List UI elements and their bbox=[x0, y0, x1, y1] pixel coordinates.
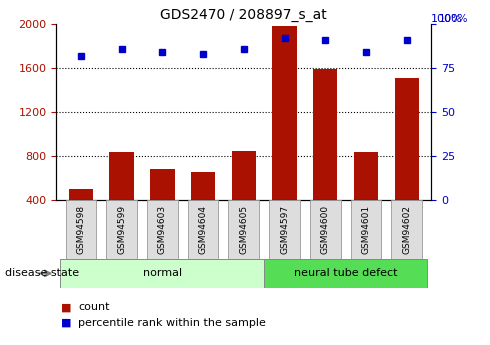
Bar bbox=[351, 200, 381, 259]
Text: 100%: 100% bbox=[439, 14, 468, 24]
Bar bbox=[147, 200, 177, 259]
Bar bbox=[264, 259, 427, 288]
Text: GSM94602: GSM94602 bbox=[402, 205, 411, 254]
Bar bbox=[69, 189, 93, 200]
Text: normal: normal bbox=[143, 268, 182, 278]
Text: GSM94605: GSM94605 bbox=[239, 205, 248, 254]
Text: disease state: disease state bbox=[5, 268, 79, 278]
Bar bbox=[228, 200, 259, 259]
Bar bbox=[188, 200, 219, 259]
Text: percentile rank within the sample: percentile rank within the sample bbox=[78, 318, 266, 328]
Text: GSM94601: GSM94601 bbox=[362, 205, 370, 254]
Bar bbox=[272, 26, 297, 200]
Bar bbox=[310, 200, 341, 259]
Bar bbox=[60, 259, 264, 288]
Text: GSM94597: GSM94597 bbox=[280, 205, 289, 254]
Bar bbox=[232, 151, 256, 200]
Text: GSM94598: GSM94598 bbox=[76, 205, 85, 254]
Bar bbox=[109, 152, 134, 200]
Text: ■: ■ bbox=[61, 303, 72, 313]
Text: GSM94599: GSM94599 bbox=[117, 205, 126, 254]
Title: GDS2470 / 208897_s_at: GDS2470 / 208897_s_at bbox=[160, 8, 327, 22]
Text: ■: ■ bbox=[61, 318, 72, 328]
Bar bbox=[106, 200, 137, 259]
Text: GSM94603: GSM94603 bbox=[158, 205, 167, 254]
Text: count: count bbox=[78, 303, 110, 313]
Bar bbox=[191, 171, 215, 200]
Text: GSM94604: GSM94604 bbox=[198, 205, 208, 254]
Bar bbox=[354, 152, 378, 200]
Text: neural tube defect: neural tube defect bbox=[294, 268, 397, 278]
Text: 100%: 100% bbox=[431, 14, 463, 24]
Bar bbox=[66, 200, 96, 259]
Bar bbox=[313, 69, 338, 200]
Bar bbox=[392, 200, 422, 259]
Bar bbox=[394, 78, 419, 200]
Bar bbox=[269, 200, 300, 259]
Text: GSM94600: GSM94600 bbox=[321, 205, 330, 254]
Bar bbox=[150, 169, 174, 200]
